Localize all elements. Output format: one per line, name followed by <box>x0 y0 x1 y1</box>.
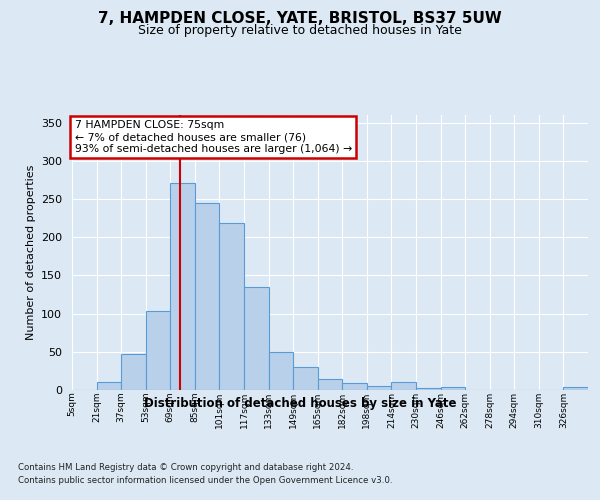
Bar <box>121 354 146 390</box>
Bar <box>367 386 391 390</box>
Bar <box>244 287 269 390</box>
Bar <box>416 388 440 390</box>
Bar <box>146 310 170 390</box>
Bar <box>318 378 342 390</box>
Bar <box>440 387 465 390</box>
Bar <box>97 382 121 390</box>
Bar <box>269 352 293 390</box>
Text: Size of property relative to detached houses in Yate: Size of property relative to detached ho… <box>138 24 462 37</box>
Bar <box>195 203 220 390</box>
Text: Contains public sector information licensed under the Open Government Licence v3: Contains public sector information licen… <box>18 476 392 485</box>
Bar <box>170 183 195 390</box>
Bar <box>563 387 588 390</box>
Bar <box>293 367 318 390</box>
Text: 7, HAMPDEN CLOSE, YATE, BRISTOL, BS37 5UW: 7, HAMPDEN CLOSE, YATE, BRISTOL, BS37 5U… <box>98 11 502 26</box>
Bar <box>391 382 416 390</box>
Text: Distribution of detached houses by size in Yate: Distribution of detached houses by size … <box>144 398 456 410</box>
Bar <box>220 222 244 390</box>
Bar <box>342 383 367 390</box>
Text: 7 HAMPDEN CLOSE: 75sqm
← 7% of detached houses are smaller (76)
93% of semi-deta: 7 HAMPDEN CLOSE: 75sqm ← 7% of detached … <box>74 120 352 154</box>
Text: Contains HM Land Registry data © Crown copyright and database right 2024.: Contains HM Land Registry data © Crown c… <box>18 462 353 471</box>
Y-axis label: Number of detached properties: Number of detached properties <box>26 165 35 340</box>
